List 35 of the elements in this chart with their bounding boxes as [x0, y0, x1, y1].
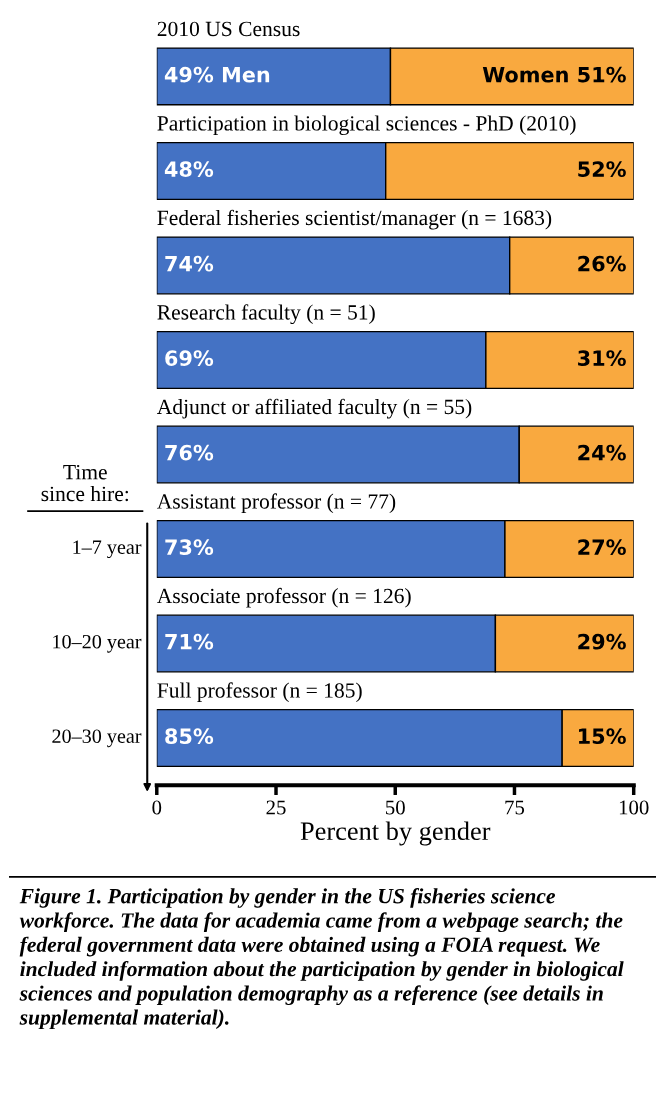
text: Time since hire: [41, 464, 129, 502]
data-label: 24% [578, 444, 626, 461]
data-label: 48% [164, 161, 214, 178]
data-label: Women 51% [482, 66, 626, 83]
text: 20–30 year [52, 729, 142, 748]
data-label: 69% [165, 350, 214, 367]
x-tick-label: 100 [619, 800, 649, 815]
text: 10–20 year [53, 634, 142, 653]
x-tick-label: 75 [505, 800, 525, 815]
data-label: 15% [579, 728, 626, 745]
y-tick-label: Associate professor (n = 126) [157, 587, 411, 608]
y-tick-label: Full professor (n = 185) [157, 682, 362, 703]
y-tick-label: Assistant professor (n = 77) [157, 493, 396, 514]
data-label: 29% [578, 633, 626, 650]
x-tick-label: 50 [386, 800, 405, 815]
data-label: 85% [165, 728, 214, 745]
data-label: 49% Men [164, 66, 270, 83]
caption: Figure 1. Participation by gender in the US fisheries science workforce. The data for academia came from a webpage search; the federal government data were obtained using a FOIA request. We included information about the participation by gender in biological sciences and population demography as a reference (see details in supplemental material). [19, 888, 624, 1030]
data-label: 27% [578, 539, 626, 556]
data-label: 52% [578, 161, 626, 178]
y-tick-label: Research faculty (n = 51) [157, 304, 375, 325]
data-label: 76% [165, 444, 214, 461]
y-tick-label: Adjunct or affiliated faculty (n = 55) [157, 398, 472, 419]
data-label: 73% [165, 539, 214, 556]
x-axis-title: Percent by gender [300, 821, 491, 846]
y-tick-label: Federal fisheries scientist/manager (n = 1683) [157, 209, 552, 230]
data-label: 26% [578, 255, 626, 272]
x-tick-label: 25 [266, 800, 286, 815]
y-tick-label: Participation in biological sciences - PhD (2010) [157, 115, 576, 136]
text: 1–7 year [73, 540, 142, 559]
data-label: 71% [165, 633, 214, 650]
x-tick-label: 0 [152, 800, 162, 815]
data-label: 31% [578, 350, 626, 367]
data-label: 74% [165, 255, 214, 272]
y-tick-label: 2010 US Census [157, 21, 300, 37]
